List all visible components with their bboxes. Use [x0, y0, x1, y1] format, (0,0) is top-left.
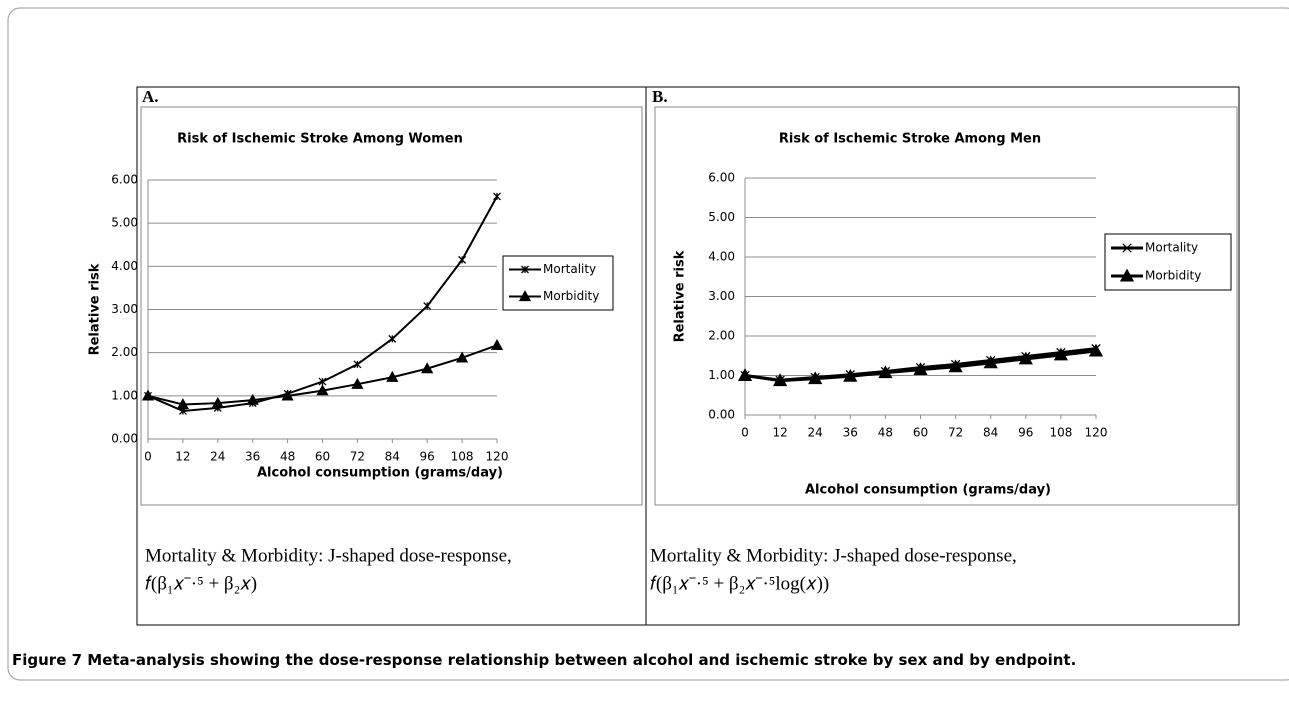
y-tick-label: 0.00	[111, 432, 138, 446]
table-frame	[136, 86, 1240, 626]
figure-frame	[7, 7, 1289, 681]
legend-marker	[518, 290, 532, 302]
x-tick-label: 108	[451, 450, 474, 464]
x-tick-label: 120	[486, 450, 509, 464]
panel-caption: Mortality & Morbidity: J-shaped dose-res…	[650, 545, 1017, 566]
x-tick-label: 108	[1049, 426, 1072, 440]
y-tick-label: 2.00	[111, 345, 138, 359]
figure-caption-text: Meta-analysis showing the dose-response …	[87, 651, 1076, 669]
data-point	[843, 368, 858, 382]
x-tick-label: 48	[878, 426, 893, 440]
legend-label: Morbidity	[543, 289, 599, 303]
x-tick-label: 24	[210, 450, 225, 464]
legend-marker	[521, 265, 529, 274]
data-point	[211, 396, 224, 408]
panel-caption: Mortality & Morbidity: J-shaped dose-res…	[145, 545, 512, 566]
y-tick-label: 1.00	[708, 368, 735, 382]
y-tick-label: 4.00	[111, 259, 138, 273]
data-point	[737, 368, 753, 381]
y-tick-label: 3.00	[111, 302, 138, 316]
y-tick-label: 5.00	[111, 216, 138, 230]
y-axis-title: Relative risk	[88, 263, 103, 355]
data-point	[1088, 343, 1104, 357]
data-point	[983, 355, 998, 369]
panel-label: B.	[652, 87, 668, 106]
x-tick-label: 60	[913, 426, 928, 440]
data-point	[386, 370, 399, 382]
x-tick-label: 60	[315, 450, 330, 464]
x-tick-label: 0	[144, 450, 152, 464]
x-tick-label: 84	[385, 450, 400, 464]
data-point	[281, 389, 294, 401]
figure-caption: Figure 7 Meta-analysis showing the dose-…	[12, 651, 1076, 669]
x-tick-label: 48	[280, 450, 295, 464]
data-point	[351, 377, 364, 389]
x-tick-label: 36	[843, 426, 858, 440]
chart-frame	[654, 106, 1238, 506]
y-tick-label: 6.00	[708, 171, 735, 185]
chart-frame	[140, 106, 643, 506]
data-point	[388, 334, 397, 343]
data-point	[878, 365, 893, 379]
x-tick-label: 0	[741, 426, 749, 440]
data-point	[948, 359, 963, 373]
y-tick-label: 2.00	[708, 329, 735, 343]
x-tick-label: 84	[983, 426, 998, 440]
y-tick-label: 3.00	[708, 289, 735, 303]
data-point	[246, 393, 259, 405]
x-tick-label: 24	[808, 426, 823, 440]
y-tick-label: 5.00	[708, 210, 735, 224]
x-tick-label: 12	[175, 450, 190, 464]
x-tick-label: 96	[1018, 426, 1033, 440]
data-point	[421, 362, 434, 374]
data-point	[458, 255, 467, 264]
data-point	[493, 192, 501, 201]
data-point	[141, 389, 155, 401]
legend-label: Mortality	[1145, 241, 1198, 255]
x-tick-label: 36	[245, 450, 260, 464]
data-point	[176, 398, 190, 410]
chart-title: Risk of Ischemic Stroke Among Women	[177, 132, 463, 147]
data-point	[913, 362, 928, 376]
panel-formula: 𝑓(β₁𝑥⁻·⁵ + β₂𝑥)	[145, 573, 257, 594]
x-tick-label: 72	[948, 426, 963, 440]
panel-formula: 𝑓(β₁𝑥⁻·⁵ + β₂𝑥⁻·⁵log(𝑥))	[650, 573, 829, 594]
data-point	[316, 384, 329, 396]
figure-label: Figure 7	[12, 651, 82, 669]
data-point	[808, 371, 823, 385]
x-tick-label: 96	[420, 450, 435, 464]
y-tick-label: 6.00	[111, 173, 138, 187]
legend-label: Morbidity	[1145, 269, 1201, 283]
x-tick-label: 12	[772, 426, 787, 440]
x-tick-label: 72	[350, 450, 365, 464]
data-point	[455, 351, 469, 363]
data-point	[490, 338, 504, 350]
data-point	[772, 373, 788, 387]
x-axis-title: Alcohol consumption (grams/day)	[805, 483, 1051, 498]
panel-label: A.	[142, 87, 159, 106]
y-tick-label: 1.00	[111, 388, 138, 402]
x-axis-title: Alcohol consumption (grams/day)	[257, 466, 503, 481]
y-axis-title: Relative risk	[673, 250, 688, 342]
x-tick-label: 120	[1085, 426, 1108, 440]
chart-title: Risk of Ischemic Stroke Among Men	[779, 132, 1041, 147]
data-point	[1018, 351, 1033, 365]
legend-marker	[1122, 243, 1132, 253]
y-tick-label: 4.00	[708, 250, 735, 264]
data-point	[353, 360, 362, 369]
y-tick-label: 0.00	[708, 408, 735, 422]
data-point	[1053, 347, 1069, 361]
data-point	[423, 302, 432, 311]
legend-marker	[1119, 268, 1135, 282]
data-point	[318, 377, 327, 386]
legend-label: Mortality	[543, 262, 596, 276]
